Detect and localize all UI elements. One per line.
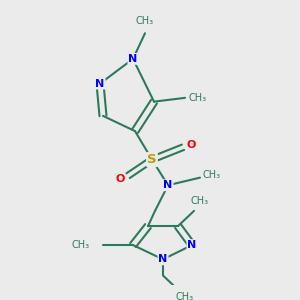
Text: O: O [186, 140, 196, 150]
Text: CH₃: CH₃ [136, 16, 154, 26]
Text: CH₃: CH₃ [72, 240, 90, 250]
Text: N: N [95, 79, 105, 88]
Text: CH₃: CH₃ [176, 292, 194, 300]
Text: CH₃: CH₃ [189, 93, 207, 103]
Text: S: S [147, 153, 157, 166]
Text: O: O [115, 174, 125, 184]
Text: CH₃: CH₃ [191, 196, 209, 206]
Text: N: N [188, 240, 196, 250]
Text: N: N [158, 254, 168, 264]
Text: N: N [164, 180, 172, 190]
Text: N: N [128, 54, 138, 64]
Text: CH₃: CH₃ [203, 170, 221, 180]
